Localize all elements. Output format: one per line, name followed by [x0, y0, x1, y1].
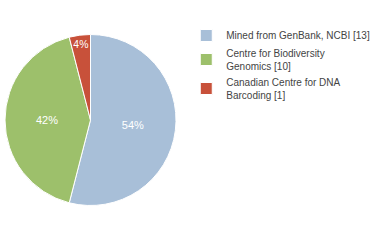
svg-text:54%: 54%	[122, 119, 144, 131]
svg-text:4%: 4%	[73, 39, 88, 50]
svg-text:Mined from GenBank, NCBI [13]: Mined from GenBank, NCBI [13]	[226, 30, 370, 41]
svg-text:Canadian Centre for DNABarcodi: Canadian Centre for DNABarcoding [1]	[226, 77, 340, 101]
svg-text:Centre for BiodiversityGenomic: Centre for BiodiversityGenomics [10]	[226, 48, 324, 72]
svg-text:42%: 42%	[36, 114, 58, 126]
